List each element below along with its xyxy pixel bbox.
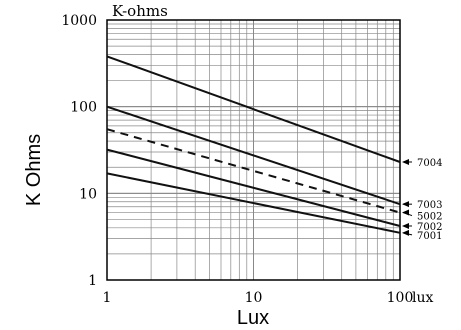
series-arrowhead-5002 (402, 209, 409, 216)
series-line-7001 (106, 172, 401, 234)
x-tick-label: 10 (245, 290, 263, 306)
series-label-7002: 7002 (417, 222, 442, 233)
x-axis-label: Lux (237, 307, 269, 329)
x-tick-label: 1 (103, 290, 112, 306)
y-tick-label: 1 (88, 273, 97, 289)
series-arrowhead-7002 (402, 222, 409, 229)
series-line-7004 (106, 55, 401, 163)
y-axis-label: K Ohms (23, 134, 45, 206)
grid (106, 19, 401, 281)
series-arrowhead-7004 (402, 158, 409, 165)
series-label-7001: 7001 (417, 231, 442, 242)
tick-labels: 1 10 100 1 10 100 1000 (61, 13, 413, 306)
series-lines (106, 55, 401, 234)
y-tick-label: 100 (70, 100, 97, 116)
series-arrowhead-7003 (402, 201, 409, 208)
series-line-7003 (106, 105, 401, 206)
x-unit-label: lux (412, 290, 433, 306)
series-line-7002 (106, 148, 401, 227)
series-label-7004: 7004 (417, 158, 442, 169)
y-tick-label: 1000 (61, 13, 97, 29)
y-tick-label: 10 (79, 186, 97, 202)
chart-title: K-ohms (112, 2, 168, 20)
series-line-5002 (106, 128, 401, 214)
series-label-5002: 5002 (417, 212, 442, 223)
series-label-7003: 7003 (417, 200, 442, 211)
x-tick-label: 100 (387, 290, 414, 306)
series-arrowhead-7001 (402, 229, 409, 236)
